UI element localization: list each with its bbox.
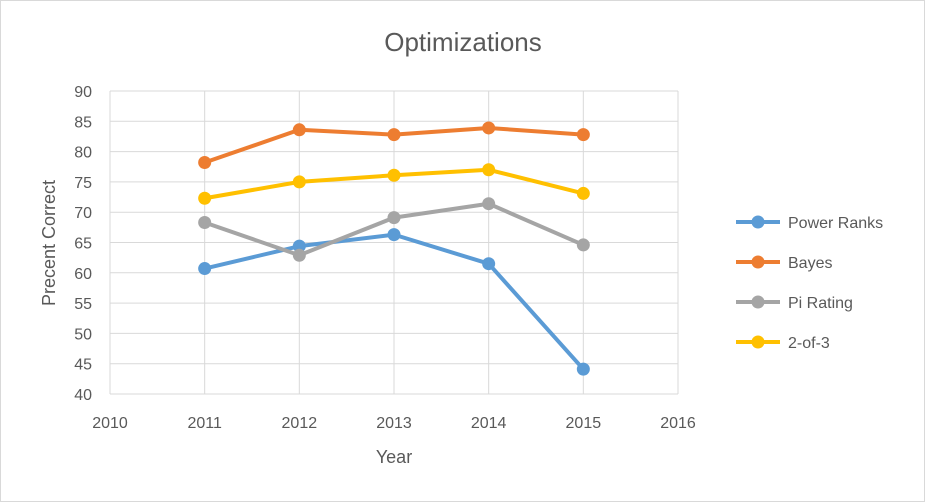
x-tick-label: 2014 bbox=[471, 415, 507, 432]
y-tick-label: 70 bbox=[74, 205, 92, 222]
data-point bbox=[576, 362, 590, 376]
legend-item: Pi Rating bbox=[736, 295, 853, 312]
series-pi-rating bbox=[198, 197, 590, 262]
data-point bbox=[292, 123, 306, 137]
data-point bbox=[292, 248, 306, 262]
x-tick-label: 2012 bbox=[282, 415, 318, 432]
legend-swatch-marker bbox=[751, 335, 765, 349]
y-tick-label: 40 bbox=[74, 387, 92, 404]
data-point bbox=[387, 228, 401, 242]
data-point bbox=[482, 121, 496, 135]
data-point bbox=[482, 163, 496, 177]
data-point bbox=[482, 197, 496, 211]
series-2-of-3 bbox=[198, 163, 590, 205]
legend-swatch-marker bbox=[751, 295, 765, 309]
legend-label: Power Ranks bbox=[788, 215, 883, 232]
y-tick-label: 80 bbox=[74, 145, 92, 162]
data-point bbox=[576, 128, 590, 142]
legend: Power Ranks Bayes Pi Rating 2-of-3 bbox=[736, 215, 883, 352]
x-tick-label: 2010 bbox=[92, 415, 128, 432]
legend-item: Power Ranks bbox=[736, 215, 883, 232]
legend-swatch-marker bbox=[751, 255, 765, 269]
chart-title: Optimizations bbox=[384, 27, 542, 57]
data-point bbox=[482, 257, 496, 271]
x-tick-label: 2016 bbox=[660, 415, 696, 432]
data-point bbox=[198, 262, 212, 276]
data-point bbox=[292, 175, 306, 189]
series-bayes bbox=[198, 121, 590, 170]
data-point bbox=[198, 216, 212, 230]
legend-label: Bayes bbox=[788, 255, 832, 272]
y-tick-label: 55 bbox=[74, 296, 92, 313]
y-tick-label: 85 bbox=[74, 114, 92, 131]
data-point bbox=[292, 239, 306, 253]
legend-label: Pi Rating bbox=[788, 295, 853, 312]
y-tick-label: 90 bbox=[74, 84, 92, 101]
legend-item: Bayes bbox=[736, 255, 832, 272]
data-point bbox=[387, 211, 401, 225]
y-tick-label: 60 bbox=[74, 266, 92, 283]
series-layer bbox=[198, 121, 590, 376]
data-point bbox=[198, 191, 212, 205]
data-point bbox=[198, 156, 212, 170]
series-power-ranks bbox=[198, 228, 590, 376]
y-tick-label: 65 bbox=[74, 236, 92, 253]
x-axis-title: Year bbox=[376, 447, 412, 467]
y-tick-label: 75 bbox=[74, 175, 92, 192]
x-tick-label: 2015 bbox=[566, 415, 602, 432]
data-point bbox=[576, 186, 590, 200]
legend-label: 2-of-3 bbox=[788, 335, 830, 352]
data-point bbox=[576, 238, 590, 252]
x-tick-labels: 2010 2011 2012 2013 2014 2015 2016 bbox=[92, 415, 696, 432]
data-point bbox=[387, 168, 401, 182]
y-tick-label: 45 bbox=[74, 357, 92, 374]
legend-item: 2-of-3 bbox=[736, 335, 830, 352]
x-tick-label: 2011 bbox=[187, 415, 222, 432]
legend-swatch-marker bbox=[751, 215, 765, 229]
y-tick-labels: 40 45 50 55 60 65 70 75 80 85 90 bbox=[74, 84, 92, 404]
y-tick-label: 50 bbox=[74, 326, 92, 343]
x-tick-label: 2013 bbox=[376, 415, 412, 432]
data-point bbox=[387, 128, 401, 142]
y-axis-title: Precent Correct bbox=[39, 180, 59, 306]
